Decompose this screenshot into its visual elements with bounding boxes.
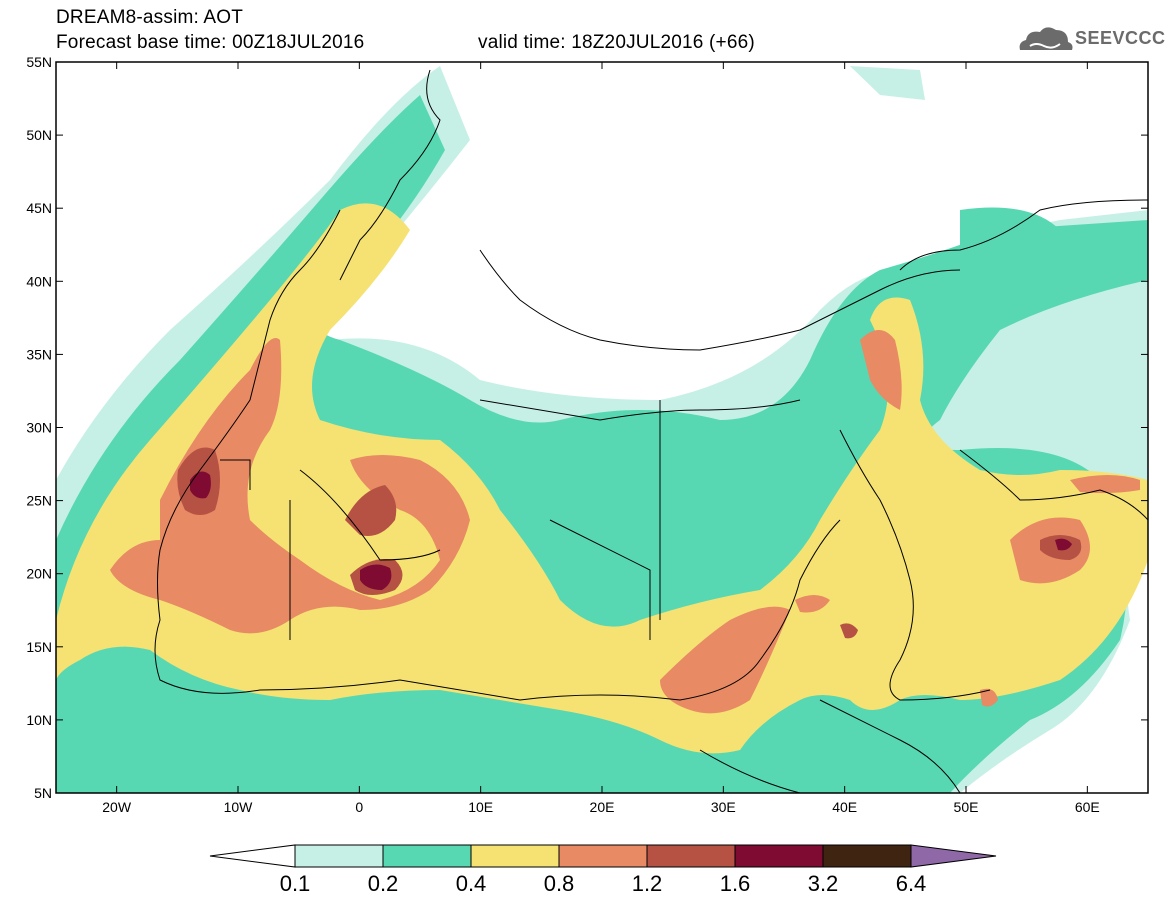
lat-tick-label: 45N xyxy=(26,200,52,216)
colorbar-label: 0.8 xyxy=(544,871,575,896)
forecast-base-time: Forecast base time: 00Z18JUL2016 xyxy=(56,32,365,53)
cloud-logo-icon xyxy=(1019,27,1073,50)
lat-tick-label: 25N xyxy=(26,493,52,509)
colorbar-label: 0.4 xyxy=(456,871,487,896)
lon-tick-label: 20W xyxy=(102,799,132,815)
lat-tick-label: 50N xyxy=(26,127,52,143)
colorbar-swatch xyxy=(558,844,648,868)
coastlines xyxy=(154,69,1148,793)
lat-tick-label: 35N xyxy=(26,346,52,362)
colorbar-swatch xyxy=(294,844,384,868)
colorbar-swatch xyxy=(382,844,472,868)
logo-text: SEEVCCC xyxy=(1075,28,1165,48)
lon-tick-label: 0 xyxy=(355,799,363,815)
map-title: DREAM8-assim: AOT xyxy=(56,7,244,28)
lat-tick-label: 40N xyxy=(26,273,52,289)
latitude-axis: 55N 50N 45N 40N 35N 30N 25N 20N 15N 10N 5N xyxy=(26,54,1148,801)
lon-tick-label: 40E xyxy=(832,799,857,815)
lon-tick-label: 60E xyxy=(1075,799,1100,815)
colorbar-swatch xyxy=(734,844,824,868)
colorbar-under-arrow xyxy=(209,844,296,868)
lon-tick-label: 30E xyxy=(711,799,736,815)
lat-tick-label: 20N xyxy=(26,566,52,582)
lat-tick-label: 55N xyxy=(26,54,52,70)
aot-contour-0.4 xyxy=(56,203,1148,754)
colorbar-label: 1.6 xyxy=(720,871,751,896)
lon-tick-label: 20E xyxy=(590,799,615,815)
colorbar-label: 3.2 xyxy=(808,871,839,896)
colorbar-label: 6.4 xyxy=(896,871,927,896)
colorbar-swatch xyxy=(470,844,560,868)
lon-tick-label: 50E xyxy=(954,799,979,815)
colorbar-swatch xyxy=(822,844,912,868)
colorbar-label: 1.2 xyxy=(632,871,663,896)
colorbar-label: 0.2 xyxy=(368,871,399,896)
lon-tick-label: 10E xyxy=(468,799,493,815)
lon-tick-label: 10W xyxy=(224,799,254,815)
lat-tick-label: 30N xyxy=(26,420,52,436)
colorbar-over-arrow xyxy=(910,844,997,868)
lat-tick-label: 5N xyxy=(34,785,52,801)
aot-contour-1.6 xyxy=(190,471,211,499)
valid-time: valid time: 18Z20JUL2016 (+66) xyxy=(478,32,755,53)
lat-tick-label: 15N xyxy=(26,639,52,655)
longitude-axis: 20W 10W 0 10E 20E 30E 40E 50E 60E xyxy=(102,62,1100,815)
colorbar-swatch xyxy=(646,844,736,868)
aot-contour-fields xyxy=(56,66,1148,793)
aot-contour-0.8 xyxy=(110,338,470,634)
colorbar-label: 0.1 xyxy=(280,871,311,896)
colorbar: 0.1 0.2 0.4 0.8 1.2 1.6 3.2 6.4 xyxy=(209,844,997,896)
lat-tick-label: 10N xyxy=(26,712,52,728)
